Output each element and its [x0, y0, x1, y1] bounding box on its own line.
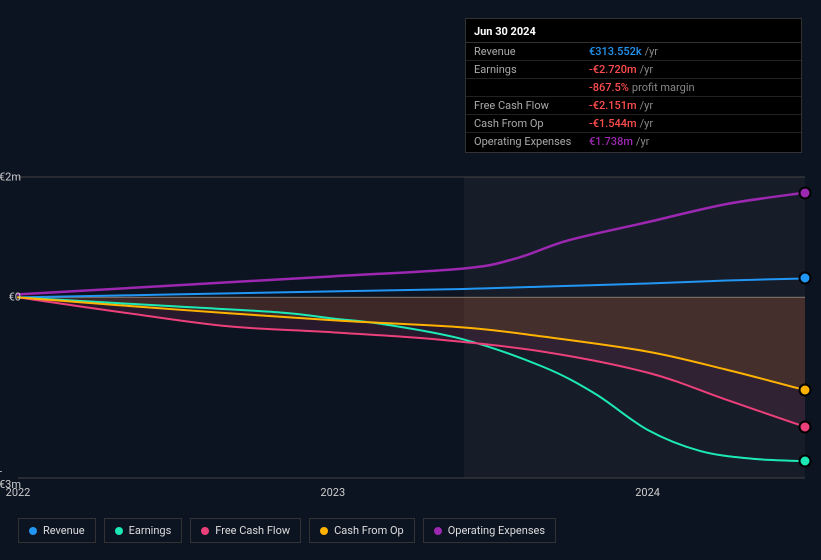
y-tick-label: €2m	[0, 171, 21, 184]
tooltip-row-label: Operating Expenses	[474, 135, 589, 148]
tooltip-rows: Revenue€313.552k/yrEarnings-€2.720m/yr-8…	[466, 43, 801, 150]
x-tick-label: 2022	[6, 486, 31, 499]
tooltip-row-label	[474, 81, 589, 94]
chart-container: €2m€0-€3m 202220232024 Jun 30 2024 Reven…	[0, 0, 821, 560]
x-tick-label: 2024	[635, 486, 660, 499]
legend-label: Cash From Op	[334, 524, 404, 537]
tooltip-row: Free Cash Flow-€2.151m/yr	[466, 97, 801, 115]
hover-marker-revenue	[799, 272, 812, 285]
tooltip-row-value: -€2.151m	[589, 99, 637, 112]
tooltip-row-suffix: /yr	[640, 63, 653, 76]
tooltip-row-label: Revenue	[474, 45, 589, 58]
legend-item-earnings[interactable]: Earnings	[104, 518, 183, 543]
tooltip-row: -867.5%profit margin	[466, 79, 801, 97]
tooltip-row-value: €1.738m	[589, 135, 633, 148]
tooltip-row-suffix: profit margin	[632, 81, 695, 94]
tooltip-row: Cash From Op-€1.544m/yr	[466, 115, 801, 133]
tooltip-row-suffix: /yr	[640, 99, 653, 112]
legend-swatch	[434, 527, 442, 535]
tooltip-row: Operating Expenses€1.738m/yr	[466, 133, 801, 150]
hover-marker-opex	[799, 186, 812, 199]
legend-label: Revenue	[43, 524, 85, 537]
tooltip-row-suffix: /yr	[645, 45, 658, 58]
tooltip-row: Revenue€313.552k/yr	[466, 43, 801, 61]
hover-tooltip: Jun 30 2024 Revenue€313.552k/yrEarnings-…	[465, 18, 802, 153]
tooltip-row-label: Earnings	[474, 63, 589, 76]
legend-item-revenue[interactable]: Revenue	[18, 518, 96, 543]
legend-item-fcf[interactable]: Free Cash Flow	[190, 518, 301, 543]
legend-label: Free Cash Flow	[215, 524, 290, 537]
hover-marker-earnings	[799, 455, 812, 468]
tooltip-title: Jun 30 2024	[466, 21, 801, 43]
legend-item-cfo[interactable]: Cash From Op	[309, 518, 415, 543]
legend-swatch	[201, 527, 209, 535]
tooltip-row-suffix: /yr	[640, 117, 653, 130]
legend-label: Earnings	[129, 524, 172, 537]
legend-swatch	[29, 527, 37, 535]
tooltip-row-label: Free Cash Flow	[474, 99, 589, 112]
legend-label: Operating Expenses	[448, 524, 545, 537]
y-tick-label: €0	[9, 291, 21, 304]
legend-swatch	[320, 527, 328, 535]
tooltip-row-value: €313.552k	[589, 45, 642, 58]
tooltip-row-label: Cash From Op	[474, 117, 589, 130]
legend-item-opex[interactable]: Operating Expenses	[423, 518, 556, 543]
x-tick-label: 2023	[320, 486, 345, 499]
hover-marker-cfo	[799, 384, 812, 397]
hover-marker-fcf	[799, 420, 812, 433]
tooltip-row-value: -€1.544m	[589, 117, 637, 130]
legend: Revenue Earnings Free Cash Flow Cash From O…	[18, 518, 556, 543]
tooltip-row-value: -867.5%	[589, 81, 629, 94]
legend-swatch	[115, 527, 123, 535]
tooltip-row-suffix: /yr	[636, 135, 649, 148]
tooltip-row: Earnings-€2.720m/yr	[466, 61, 801, 79]
tooltip-row-value: -€2.720m	[589, 63, 637, 76]
